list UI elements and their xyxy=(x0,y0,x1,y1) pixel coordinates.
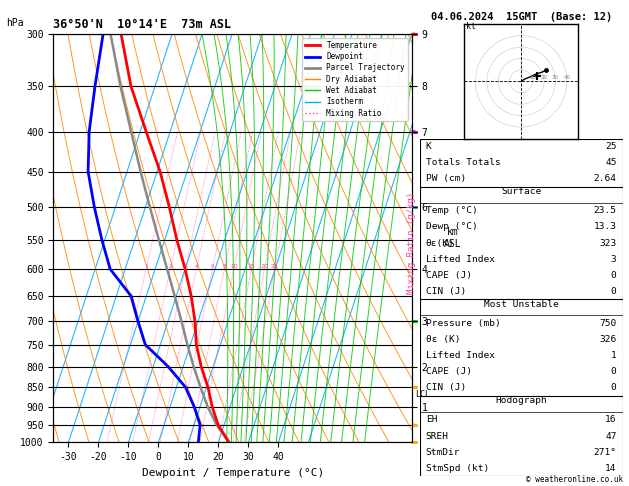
Text: Lifted Index: Lifted Index xyxy=(426,351,494,360)
Text: 3: 3 xyxy=(611,255,616,263)
Text: 36°50'N  10°14'E  73m ASL: 36°50'N 10°14'E 73m ASL xyxy=(53,18,231,32)
Text: StmSpd (kt): StmSpd (kt) xyxy=(426,464,489,473)
Text: 16: 16 xyxy=(605,416,616,424)
Text: SREH: SREH xyxy=(426,432,448,441)
Text: 4: 4 xyxy=(194,264,198,269)
Text: 2: 2 xyxy=(169,264,172,269)
Text: Mixing Ratio (g/kg): Mixing Ratio (g/kg) xyxy=(408,192,416,294)
Text: 0: 0 xyxy=(611,271,616,280)
Text: 45: 45 xyxy=(605,158,616,167)
Text: 25: 25 xyxy=(270,264,279,269)
Text: θε (K): θε (K) xyxy=(426,335,460,344)
Text: θε(K): θε(K) xyxy=(426,239,454,247)
Text: Dewp (°C): Dewp (°C) xyxy=(426,223,477,231)
Text: 40: 40 xyxy=(564,75,571,80)
Text: 750: 750 xyxy=(599,319,616,328)
Text: Most Unstable: Most Unstable xyxy=(484,300,559,309)
X-axis label: Dewpoint / Temperature (°C): Dewpoint / Temperature (°C) xyxy=(142,468,324,478)
Text: StmDir: StmDir xyxy=(426,448,460,457)
Text: EH: EH xyxy=(426,416,437,424)
Text: 1: 1 xyxy=(144,264,148,269)
Text: 25: 25 xyxy=(605,142,616,151)
Text: 13.3: 13.3 xyxy=(594,223,616,231)
Text: LCL: LCL xyxy=(416,390,431,399)
Text: 8: 8 xyxy=(223,264,226,269)
Text: 14: 14 xyxy=(605,464,616,473)
Text: 323: 323 xyxy=(599,239,616,247)
Text: hPa: hPa xyxy=(6,18,24,29)
Text: 271°: 271° xyxy=(594,448,616,457)
Text: 04.06.2024  15GMT  (Base: 12): 04.06.2024 15GMT (Base: 12) xyxy=(430,12,612,22)
Text: 1: 1 xyxy=(611,351,616,360)
Text: Temp (°C): Temp (°C) xyxy=(426,207,477,215)
Text: Lifted Index: Lifted Index xyxy=(426,255,494,263)
Text: 0: 0 xyxy=(611,367,616,376)
Text: 47: 47 xyxy=(605,432,616,441)
Text: 10: 10 xyxy=(230,264,238,269)
Text: 30: 30 xyxy=(552,75,559,80)
Text: 10: 10 xyxy=(529,75,536,80)
Text: kt: kt xyxy=(466,22,476,31)
Text: CAPE (J): CAPE (J) xyxy=(426,367,472,376)
Text: © weatheronline.co.uk: © weatheronline.co.uk xyxy=(526,474,623,484)
Text: 2.64: 2.64 xyxy=(594,174,616,183)
Text: CAPE (J): CAPE (J) xyxy=(426,271,472,280)
Y-axis label: km
ASL: km ASL xyxy=(444,227,462,249)
Text: PW (cm): PW (cm) xyxy=(426,174,466,183)
Text: Pressure (mb): Pressure (mb) xyxy=(426,319,501,328)
Text: 20: 20 xyxy=(540,75,547,80)
Text: 15: 15 xyxy=(248,264,255,269)
Text: Surface: Surface xyxy=(501,187,541,196)
Text: 23.5: 23.5 xyxy=(594,207,616,215)
Text: 0: 0 xyxy=(611,383,616,392)
Text: 3: 3 xyxy=(183,264,187,269)
Legend: Temperature, Dewpoint, Parcel Trajectory, Dry Adiabat, Wet Adiabat, Isotherm, Mi: Temperature, Dewpoint, Parcel Trajectory… xyxy=(302,38,408,121)
Text: Totals Totals: Totals Totals xyxy=(426,158,501,167)
Text: 20: 20 xyxy=(260,264,269,269)
Text: 0: 0 xyxy=(611,287,616,296)
Text: K: K xyxy=(426,142,431,151)
Text: 6: 6 xyxy=(211,264,214,269)
Text: Hodograph: Hodograph xyxy=(495,396,547,405)
Text: CIN (J): CIN (J) xyxy=(426,287,466,296)
Text: CIN (J): CIN (J) xyxy=(426,383,466,392)
Text: 326: 326 xyxy=(599,335,616,344)
